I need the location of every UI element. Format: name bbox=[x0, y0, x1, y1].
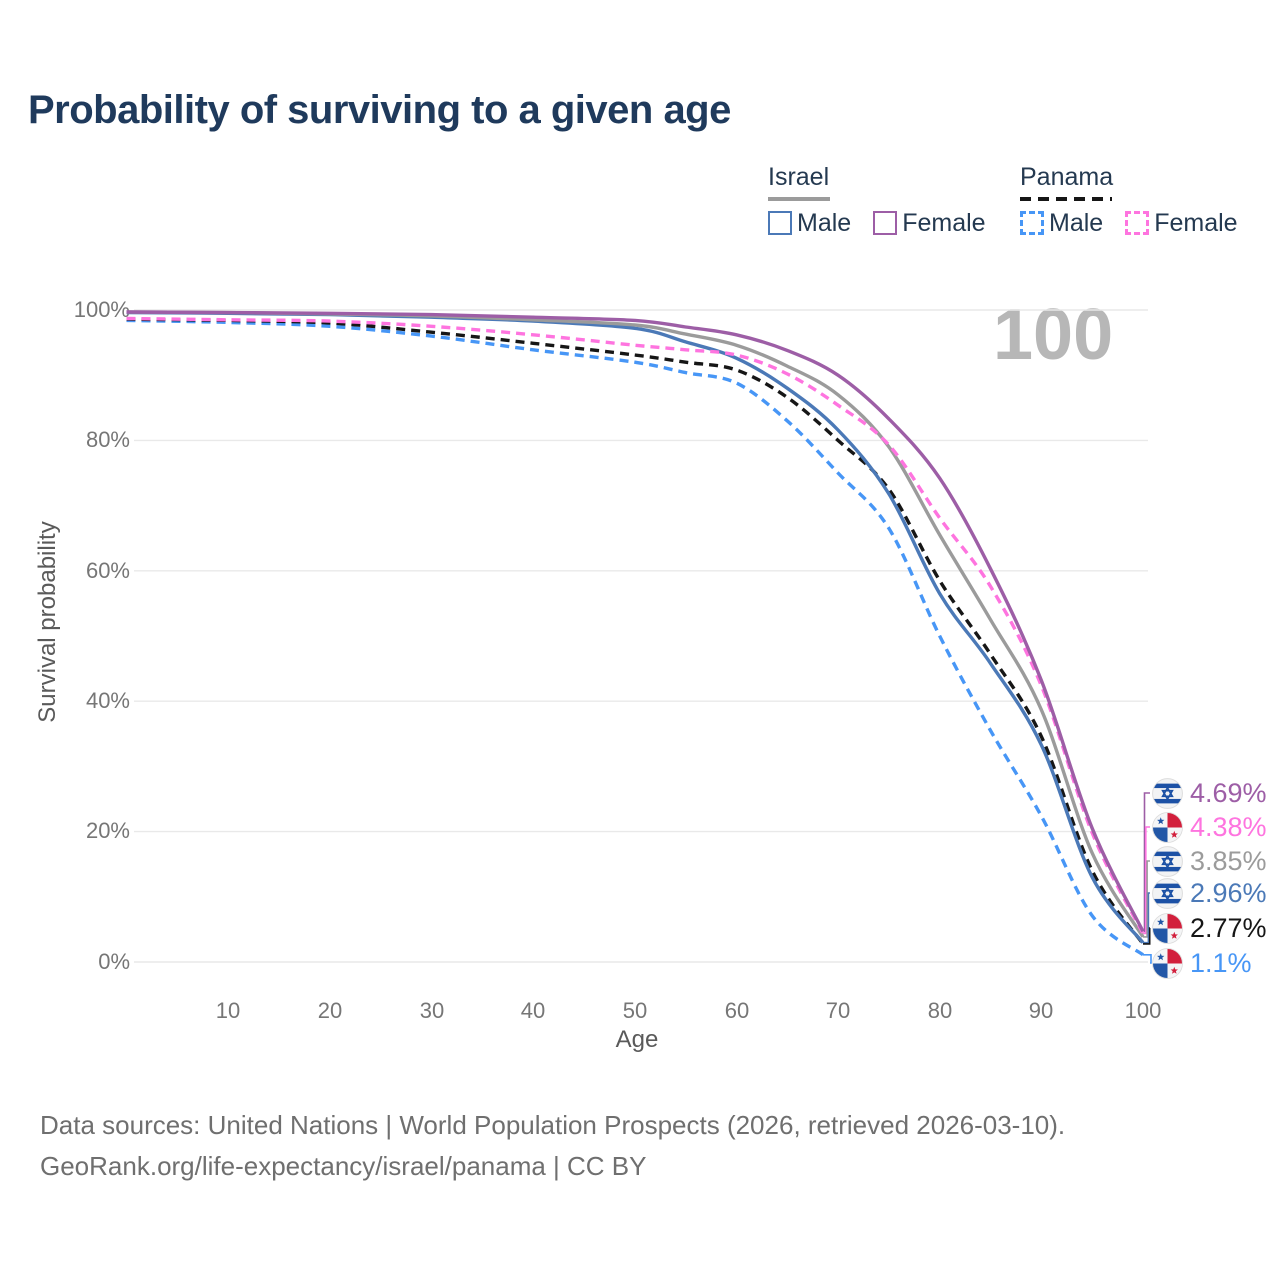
israel-flag-icon bbox=[1152, 878, 1183, 909]
panama-flag-icon bbox=[1152, 948, 1183, 979]
y-tick-20: 20% bbox=[85, 818, 130, 843]
x-tick-20: 20 bbox=[317, 998, 343, 1023]
attribution-line: GeoRank.org/life-expectancy/israel/panam… bbox=[40, 1151, 647, 1181]
end-label-value: 4.38% bbox=[1190, 811, 1267, 842]
end-label-israel-both: 3.85% bbox=[1152, 845, 1267, 877]
panama-male-swatch-icon bbox=[1020, 211, 1044, 235]
y-tick-100: 100% bbox=[73, 297, 130, 322]
israel-male-swatch-icon bbox=[768, 211, 792, 235]
y-tick-80: 80% bbox=[85, 427, 130, 452]
legend-group-israel: Israel Male Female bbox=[768, 163, 986, 238]
connector-israel-both-sexes bbox=[1143, 860, 1150, 938]
curve-israel-female bbox=[126, 310, 1145, 933]
israel-female-swatch-icon bbox=[873, 211, 898, 235]
legend-israel-line-sample bbox=[768, 196, 830, 201]
end-label-israel-male: 2.96% bbox=[1152, 877, 1267, 909]
x-tick-30: 30 bbox=[419, 998, 445, 1023]
end-label-value: 2.96% bbox=[1190, 877, 1267, 908]
connector-panama-both-sexes bbox=[1143, 927, 1151, 945]
legend-israel-header: Israel bbox=[768, 163, 830, 191]
x-tick-40: 40 bbox=[520, 998, 546, 1023]
curve-israel-male bbox=[126, 310, 1145, 944]
israel-flag-icon bbox=[1152, 846, 1183, 877]
curve-panama-female bbox=[126, 316, 1145, 935]
end-label-panama-both: 2.77% bbox=[1152, 912, 1267, 944]
end-label-value: 3.85% bbox=[1190, 845, 1267, 876]
data-sources-line: Data sources: United Nations | World Pop… bbox=[40, 1110, 1066, 1140]
curve-panama-male bbox=[126, 318, 1145, 957]
legend-item-label: Male bbox=[1049, 208, 1104, 237]
x-tick-50: 50 bbox=[622, 998, 648, 1023]
age-100-watermark: 100 bbox=[993, 295, 1114, 375]
connector-israel-male bbox=[1143, 892, 1150, 944]
legend-item-label: Female bbox=[902, 208, 986, 237]
legend-item-panama-female[interactable]: Female bbox=[1125, 208, 1238, 238]
legend-item-israel-female[interactable]: Female bbox=[873, 208, 986, 238]
end-label-panama-female: 4.38% bbox=[1152, 811, 1267, 843]
panama-flag-icon bbox=[1152, 812, 1183, 843]
y-tick-60: 60% bbox=[85, 558, 130, 583]
y-tick-40: 40% bbox=[85, 688, 130, 713]
x-tick-80: 80 bbox=[927, 998, 953, 1023]
x-tick-10: 10 bbox=[215, 998, 241, 1023]
legend-item-israel-male[interactable]: Male bbox=[768, 209, 851, 238]
y-tick-0: 0% bbox=[98, 949, 130, 974]
page-title: Probability of surviving to a given age bbox=[28, 88, 731, 132]
curve-israel-both-sexes bbox=[126, 310, 1145, 938]
curve-panama-both-sexes bbox=[126, 317, 1145, 945]
legend-panama-header: Panama bbox=[1020, 163, 1114, 191]
panama-flag-icon bbox=[1152, 913, 1183, 944]
end-label-israel-female: 4.69% bbox=[1152, 777, 1267, 809]
legend-group-panama: Panama Male Female bbox=[1020, 163, 1238, 238]
end-label-panama-male: 1.1% bbox=[1152, 947, 1252, 979]
end-label-value: 1.1% bbox=[1190, 947, 1252, 978]
end-label-value: 2.77% bbox=[1190, 912, 1267, 943]
x-tick-60: 60 bbox=[724, 998, 750, 1023]
israel-flag-icon bbox=[1152, 778, 1183, 809]
connector-panama-female bbox=[1143, 826, 1150, 935]
legend-item-label: Female bbox=[1154, 208, 1238, 237]
panama-female-swatch-icon bbox=[1125, 211, 1150, 235]
legend-item-panama-male[interactable]: Male bbox=[1020, 209, 1103, 238]
x-axis-title: Age bbox=[615, 1026, 659, 1053]
connector-panama-male bbox=[1143, 954, 1152, 964]
legend-item-label: Male bbox=[797, 208, 852, 237]
end-label-value: 4.69% bbox=[1190, 777, 1267, 808]
x-tick-70: 70 bbox=[825, 998, 851, 1023]
x-tick-90: 90 bbox=[1028, 998, 1054, 1023]
legend-panama-line-sample bbox=[1020, 196, 1112, 201]
x-tick-100: 100 bbox=[1124, 998, 1162, 1023]
